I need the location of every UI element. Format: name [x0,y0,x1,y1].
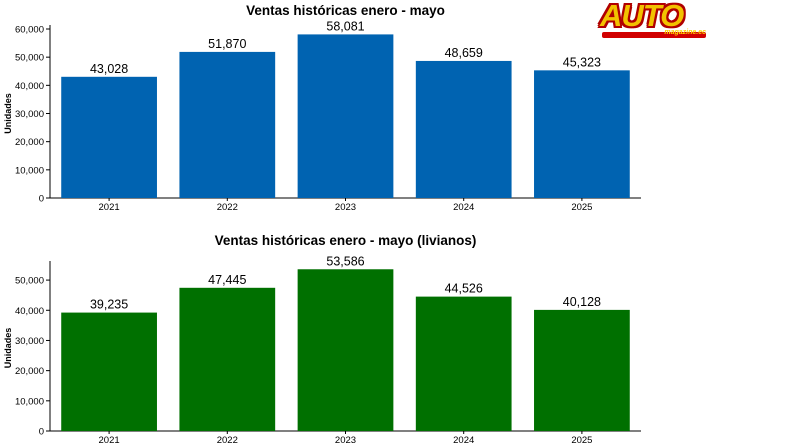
x-tick-label: 2021 [99,435,120,445]
data-label: 48,659 [445,46,483,60]
bar-2025 [534,309,630,431]
logo-strip [602,32,706,38]
bar-2025 [534,70,630,198]
bar-2022 [179,287,276,431]
y-tick-label: 60,000 [15,25,44,36]
y-tick-label: 0 [39,194,44,205]
y-tick-label: 0 [39,427,44,438]
y-tick-label: 50,000 [15,53,44,64]
x-tick-label: 2021 [99,202,120,213]
x-tick-label: 2024 [453,435,474,445]
data-label: 47,445 [208,273,246,287]
bar-2022 [179,51,276,198]
data-label: 39,235 [90,298,128,312]
x-tick-label: 2022 [217,202,238,213]
x-tick-label: 2024 [453,202,474,213]
y-tick-label: 20,000 [15,137,44,148]
data-label: 44,526 [445,282,483,296]
x-tick-label: 2023 [335,202,356,213]
data-label: 51,870 [208,37,246,51]
y-tick-label: 10,000 [15,396,44,407]
data-label: 58,081 [326,19,364,33]
y-axis-label: Unidades [3,328,13,369]
bar-2024 [415,296,512,431]
chart-title: Ventas históricas enero - mayo (livianos… [215,233,477,248]
y-tick-label: 10,000 [15,165,44,176]
data-label: 45,323 [563,55,601,69]
bar-2021 [61,76,157,198]
logo-subtext: magazine.ec [664,29,706,36]
chart-1: Ventas históricas enero - mayo Unidades 0 1… [3,3,641,213]
data-label: 43,028 [90,62,128,76]
bar-2024 [415,60,512,198]
y-tick-label: 50,000 [15,276,44,287]
y-tick-label: 40,000 [15,306,44,317]
x-tick-label: 2025 [571,202,592,213]
y-tick-label: 20,000 [15,366,44,377]
automagazine-logo: AUTO magazine.ec [600,0,710,40]
x-tick-label: 2022 [217,435,238,445]
chart-2: Ventas históricas enero - mayo (livianos… [3,233,641,445]
data-label: 40,128 [563,295,601,309]
bar-2021 [61,312,157,431]
chart-title: Ventas históricas enero - mayo [246,3,445,18]
bar-2023 [297,269,394,431]
y-tick-label: 40,000 [15,81,44,92]
y-tick-label: 30,000 [15,336,44,347]
x-tick-label: 2023 [335,435,356,445]
y-axis-label: Unidades [3,93,13,134]
x-tick-label: 2025 [571,435,592,445]
y-tick-label: 30,000 [15,109,44,120]
logo-word: AUTO [600,0,684,33]
bar-2023 [297,34,394,198]
data-label: 53,586 [326,254,364,268]
